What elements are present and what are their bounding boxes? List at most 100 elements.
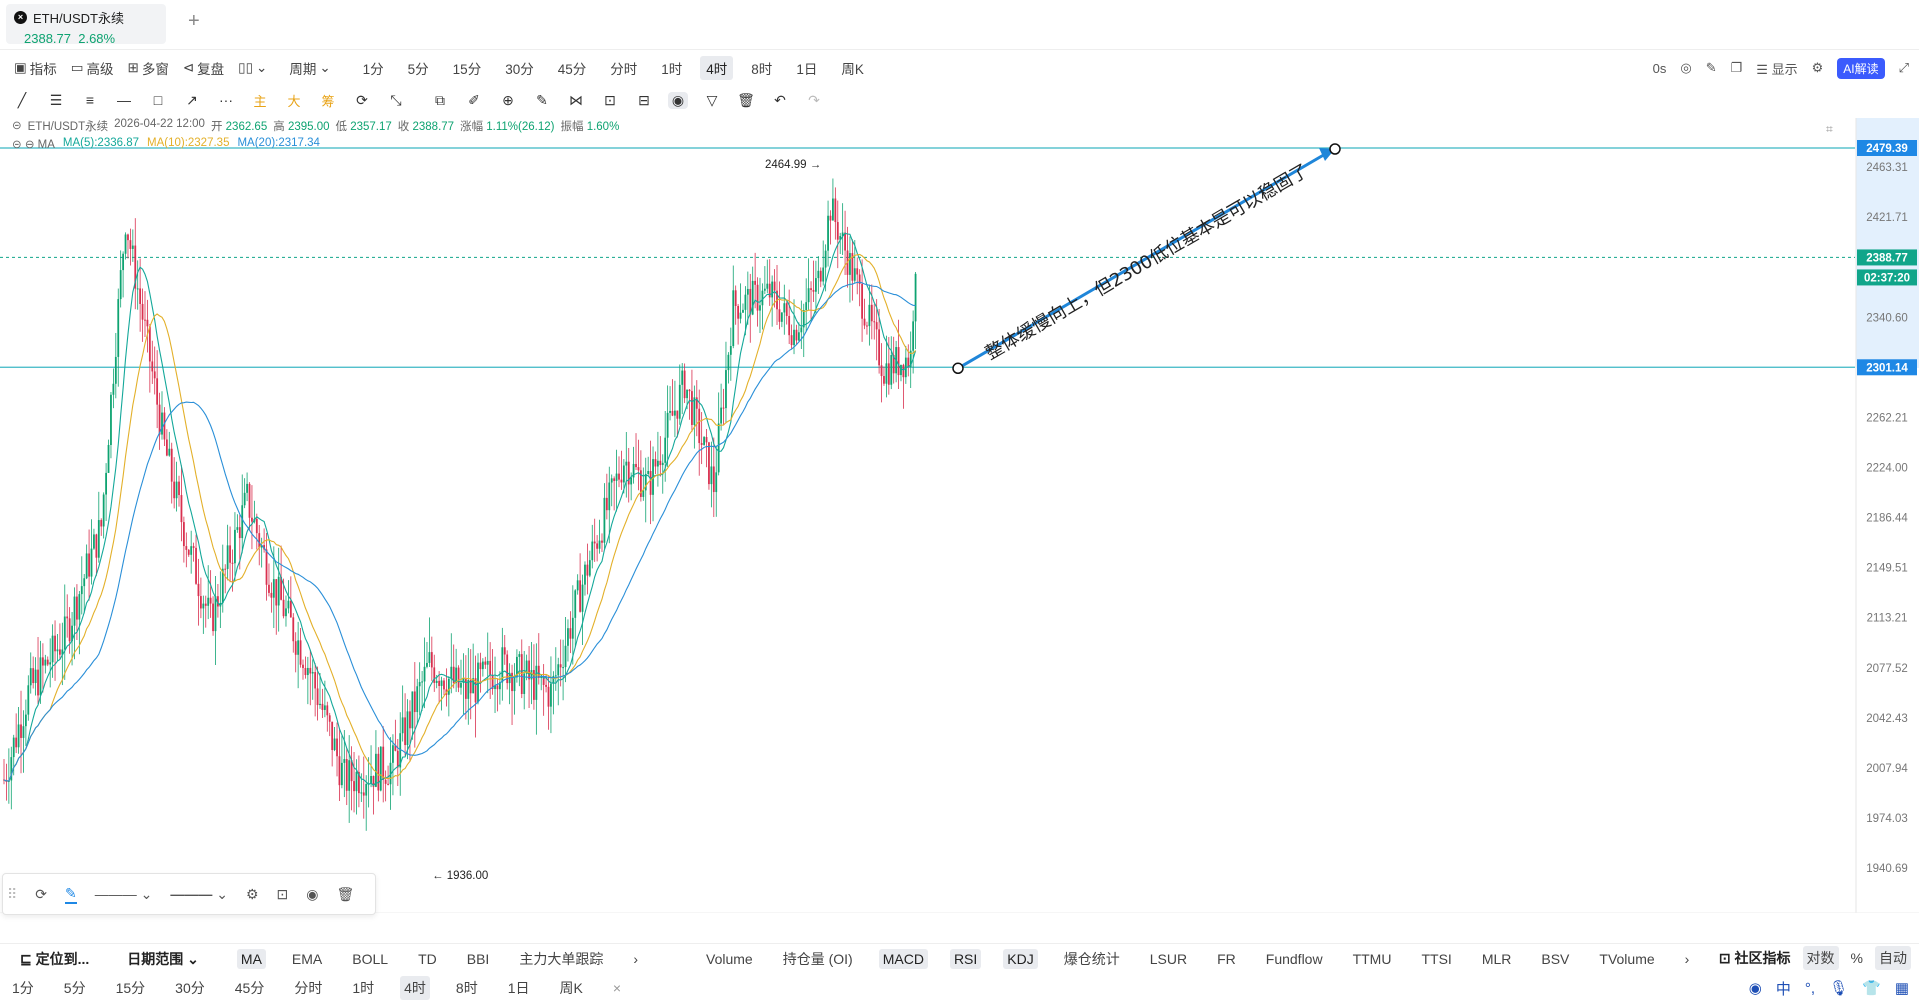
measure-icon[interactable]: ⤡ xyxy=(390,91,402,108)
magnet-icon[interactable]: ⋈ xyxy=(569,91,583,108)
sub-ind-bsv[interactable]: BSV xyxy=(1541,950,1570,967)
filter-icon[interactable]: ▽ xyxy=(706,91,718,108)
parallel-tool-icon[interactable]: ☰ xyxy=(49,91,63,108)
sub-ind-ttsi[interactable]: TTSI xyxy=(1421,950,1452,967)
ruler-icon[interactable]: ✐ xyxy=(468,91,480,108)
grid-icon[interactable]: ▦ xyxy=(1894,980,1909,997)
main-ind-ema[interactable]: EMA xyxy=(291,950,323,967)
undo-icon[interactable]: ↶ xyxy=(774,91,786,108)
trash-icon[interactable]: 🗑 xyxy=(737,91,755,108)
camera-icon[interactable]: ◎ xyxy=(1680,60,1692,75)
arrow-tool-icon[interactable]: ↗ xyxy=(186,91,198,108)
main-force-icon[interactable]: 主 xyxy=(253,93,267,109)
zoom-icon[interactable]: ⊕ xyxy=(502,91,514,108)
period-45m[interactable]: 45分 xyxy=(557,62,587,77)
main-ind-bbi[interactable]: BBI xyxy=(466,950,490,967)
refresh-icon[interactable]: ⟳ xyxy=(356,91,368,108)
period-4h[interactable]: 4时 xyxy=(700,56,734,80)
shape-icon[interactable]: ⟳ xyxy=(35,885,47,902)
display-button[interactable]: ☰ 显示 xyxy=(1756,61,1798,77)
line-tool-icon[interactable]: ╱ xyxy=(17,91,27,108)
lock-icon[interactable]: ⊡ xyxy=(604,91,616,108)
unlock-icon[interactable]: ⊡ xyxy=(276,885,289,902)
bperiod-45m[interactable]: 45分 xyxy=(234,980,265,996)
indicator-button[interactable]: ▣ 指标 xyxy=(14,60,57,77)
line-width-select[interactable]: ——— ⌄ xyxy=(170,885,228,902)
period-timeshare[interactable]: 分时 xyxy=(610,62,638,77)
bperiod-1m[interactable]: 1分 xyxy=(12,980,34,996)
shirt-icon[interactable]: 👕 xyxy=(1862,980,1881,997)
copy-icon[interactable]: ❐ xyxy=(1730,60,1743,75)
big-order-icon[interactable]: 大 xyxy=(287,93,301,109)
auto-scale-toggle[interactable]: 自动 xyxy=(1875,946,1911,970)
ma-toggle[interactable]: ⊝ ⊖ MA xyxy=(12,139,55,151)
bperiod-timeshare[interactable]: 分时 xyxy=(294,980,323,996)
period-dropdown[interactable]: 周期 ⌄ xyxy=(289,60,331,77)
sub-ind-rsi[interactable]: RSI xyxy=(949,948,982,969)
more-icon[interactable]: ··· xyxy=(219,92,233,108)
symbol-tab[interactable]: × ETH/USDT永续 2388.77 2.68% xyxy=(6,4,166,46)
hlines-tool-icon[interactable]: ≡ xyxy=(85,92,95,108)
ifly-icon[interactable]: ◉ xyxy=(1748,980,1762,997)
sub-ind-liq[interactable]: 爆仓统计 xyxy=(1063,950,1120,967)
clone-icon[interactable]: ⧉ xyxy=(435,91,445,108)
sub-ind-fundflow[interactable]: Fundflow xyxy=(1265,950,1323,967)
sub-ind-fr[interactable]: FR xyxy=(1217,950,1236,967)
main-ind-boll[interactable]: BOLL xyxy=(352,950,389,967)
sub-ind-volume[interactable]: Volume xyxy=(706,950,753,967)
replay-button[interactable]: ⊲ 复盘 xyxy=(182,60,225,77)
bperiod-8h[interactable]: 8时 xyxy=(455,980,478,996)
pen-color-icon[interactable]: ✎ xyxy=(65,885,77,904)
sub-ind-lsur[interactable]: LSUR xyxy=(1149,950,1188,967)
eye-icon[interactable]: ◉ xyxy=(668,91,688,109)
bperiod-15m[interactable]: 15分 xyxy=(115,980,146,996)
drag-handle-icon[interactable]: ⠿ xyxy=(7,885,18,902)
sub-ind-mlr[interactable]: MLR xyxy=(1481,950,1512,967)
brush-icon[interactable]: ✎ xyxy=(536,91,548,108)
period-15m[interactable]: 15分 xyxy=(452,62,482,77)
bperiod-week[interactable]: 周K xyxy=(559,980,583,996)
gear-icon[interactable]: ⚙ xyxy=(1811,60,1824,75)
chip-icon[interactable]: 筹 xyxy=(321,93,335,109)
chart-type-button[interactable]: ▯▯ ⌄ xyxy=(238,60,267,76)
period-week[interactable]: 周K xyxy=(841,62,864,77)
period-1d[interactable]: 1日 xyxy=(796,62,818,77)
period-5m[interactable]: 5分 xyxy=(407,62,429,77)
log-scale-toggle[interactable]: 对数 xyxy=(1802,946,1839,970)
line-style-select[interactable]: ——— ⌄ xyxy=(94,885,153,902)
main-ind-ma[interactable]: MA xyxy=(236,948,266,969)
ai-interpret-button[interactable]: AI解读 xyxy=(1837,57,1885,79)
visibility-icon[interactable]: ◉ xyxy=(306,885,319,902)
hide-icon[interactable]: ⊟ xyxy=(638,91,650,108)
bperiod-5m[interactable]: 5分 xyxy=(63,980,86,996)
sub-ind-kdj[interactable]: KDJ xyxy=(1003,948,1038,969)
bperiod-1h[interactable]: 1时 xyxy=(352,980,375,996)
bperiod-1d[interactable]: 1日 xyxy=(507,980,530,996)
sub-ind-ttmu[interactable]: TTMU xyxy=(1352,950,1392,967)
add-tab-icon[interactable]: + xyxy=(188,10,200,32)
bperiod-30m[interactable]: 30分 xyxy=(175,980,205,996)
collapse-icon[interactable]: ⊝ xyxy=(12,120,22,132)
close-icon[interactable]: × xyxy=(612,980,622,996)
close-icon[interactable]: × xyxy=(14,11,27,24)
candlestick-chart[interactable]: 2479.39 2463.31 2421.71 2388.77 02:37:20 2340… xyxy=(0,118,1919,913)
period-1m[interactable]: 1分 xyxy=(362,62,384,77)
community-indicator-button[interactable]: ⊡ 社区指标 xyxy=(1718,950,1791,966)
advanced-button[interactable]: ▭ 高级 xyxy=(70,60,114,77)
countdown-label[interactable]: 0s xyxy=(1652,60,1667,76)
delete-icon[interactable]: 🗑 xyxy=(336,885,355,902)
ime-chinese-icon[interactable]: 中 xyxy=(1775,980,1791,998)
locate-button[interactable]: ⊑ 定位到... xyxy=(20,950,90,967)
sub-ind-macd[interactable]: MACD xyxy=(878,948,928,969)
rect-tool-icon[interactable]: □ xyxy=(153,92,163,108)
date-range-button[interactable]: 日期范围 ⌄ xyxy=(127,950,199,967)
punct-icon[interactable]: °, xyxy=(1804,979,1816,997)
expand-icon[interactable]: ⤢ xyxy=(1898,60,1909,75)
sub-ind-oi[interactable]: 持仓量 (OI) xyxy=(782,950,853,967)
main-ind-td[interactable]: TD xyxy=(418,950,437,967)
hline-tool-icon[interactable]: — xyxy=(117,92,131,108)
multi-window-button[interactable]: ⊞ 多窗 xyxy=(127,60,169,77)
percent-toggle[interactable]: % xyxy=(1850,950,1863,966)
redo-icon[interactable]: ↷ xyxy=(808,91,820,108)
chevron-right-icon[interactable]: › xyxy=(1684,950,1690,967)
